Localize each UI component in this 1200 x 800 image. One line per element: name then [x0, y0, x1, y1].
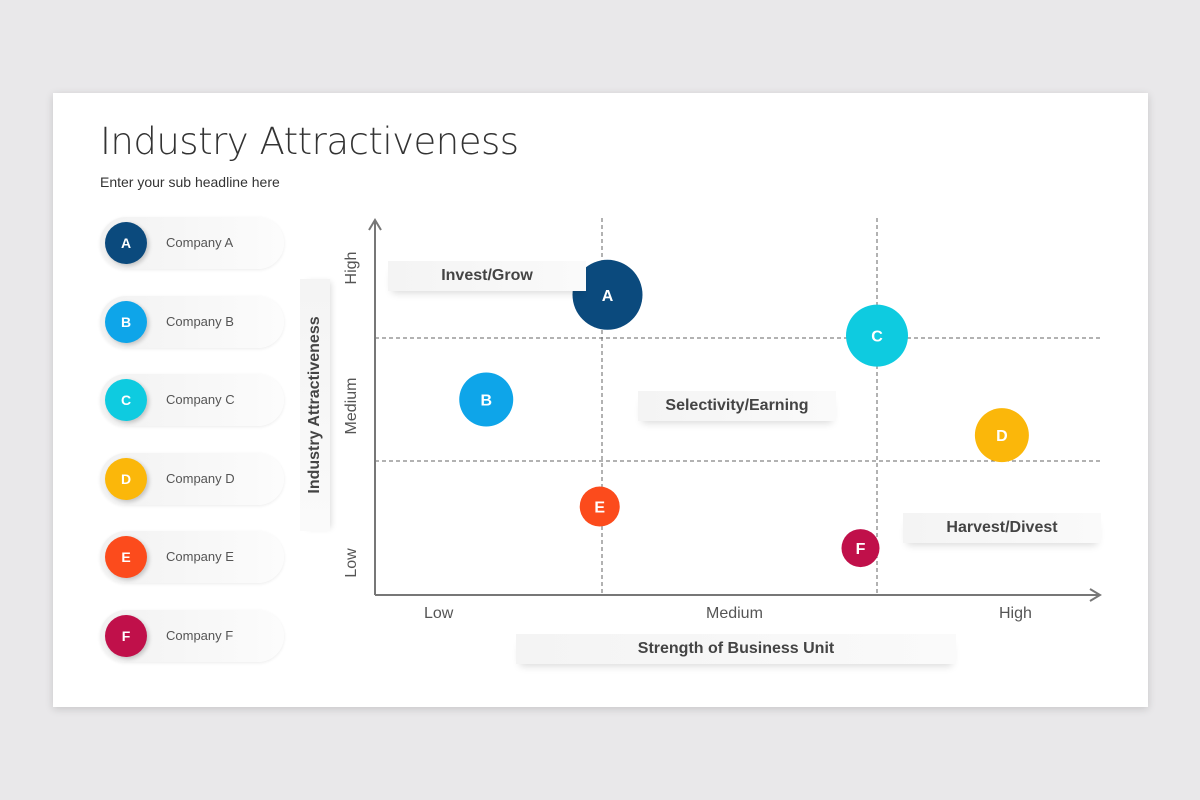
bubble-c	[846, 304, 908, 367]
x-tick-low: Low	[424, 605, 454, 622]
y-tick-medium: Medium	[343, 377, 360, 435]
bubble-label-f: F	[856, 541, 866, 558]
bubble-label-a: A	[602, 288, 614, 305]
bubble-a	[572, 259, 643, 330]
legend-label: Company E	[166, 549, 234, 564]
legend-item: F Company F	[100, 609, 284, 662]
legend-label: Company B	[166, 313, 234, 329]
bubble-label-b: B	[480, 393, 492, 410]
y-axis-title: Industry Attractiveness	[300, 279, 330, 531]
legend-marker: A	[105, 222, 147, 264]
legend-label: Company D	[166, 470, 235, 486]
bubble-b	[459, 372, 514, 427]
y-axis-title-text: Industry Attractiveness	[306, 316, 323, 494]
quadrant-label-selectivity: Selectivity/Earning	[638, 391, 836, 421]
legend-item: D Company D	[100, 452, 284, 505]
x-axis-arrow-icon	[1089, 588, 1102, 602]
legend-marker: F	[105, 614, 147, 657]
quadrant-label-invest: Invest/Grow	[388, 261, 586, 291]
legend-marker: C	[105, 379, 147, 421]
legend-item: C Company C	[100, 374, 284, 426]
legend-item: A Company A	[100, 217, 284, 269]
page-title: Industry Attractiveness	[100, 120, 519, 163]
x-axis-title: Strength of Business Unit	[516, 634, 956, 664]
y-axis-arrow-icon	[368, 218, 382, 231]
quadrant-label-harvest: Harvest/Divest	[903, 513, 1101, 543]
x-tick-medium: Medium	[706, 605, 763, 622]
bubble-label-e: E	[594, 500, 605, 517]
bubble-d	[974, 408, 1029, 463]
bubble-label-d: D	[996, 428, 1008, 445]
legend-label: Company F	[166, 627, 234, 643]
bubble-label-c: C	[871, 329, 883, 346]
y-tick-low: Low	[343, 548, 360, 578]
legend-marker: B	[105, 300, 147, 343]
bubble-f	[841, 529, 880, 568]
legend-item: B Company B	[100, 295, 284, 348]
y-tick-high: High	[343, 251, 360, 285]
x-tick-high: High	[999, 605, 1032, 622]
page-subtitle: Enter your sub headline here	[100, 174, 280, 190]
legend-label: Company A	[166, 235, 234, 250]
legend-item: E Company E	[100, 531, 284, 583]
legend-marker: D	[105, 457, 147, 500]
legend-label: Company C	[166, 392, 235, 407]
bubble-e	[579, 486, 620, 527]
legend-marker: E	[105, 536, 147, 578]
